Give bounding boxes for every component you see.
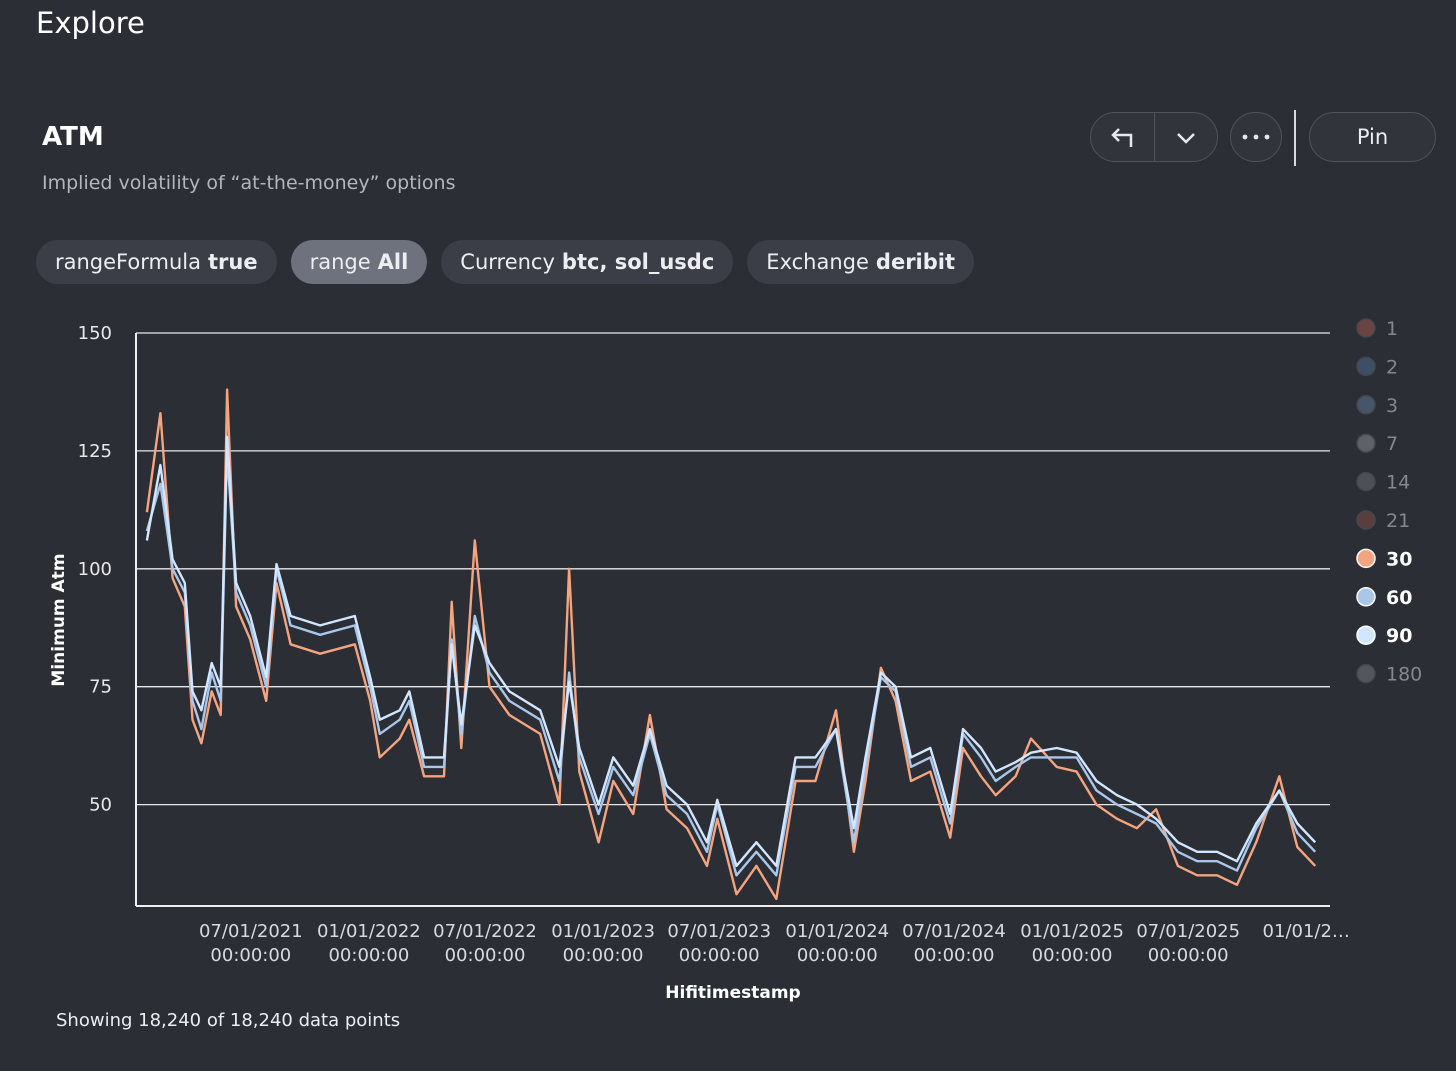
- x-tick-label: 07/01/2023 00:00:00: [667, 921, 772, 966]
- legend-swatch: [1356, 433, 1376, 453]
- filter-value: All: [377, 250, 409, 274]
- x-tick-label: 01/01/2…: [1262, 921, 1350, 942]
- y-tick-label: 50: [89, 795, 112, 816]
- y-tick-label: 125: [78, 441, 112, 462]
- y-axis-label: Minimum Atm: [49, 553, 69, 686]
- y-tick-label: 150: [78, 323, 112, 344]
- legend-swatch: [1356, 356, 1376, 377]
- legend-label[interactable]: 180: [1386, 664, 1422, 686]
- legend-swatch: [1356, 471, 1376, 492]
- panel-subtitle: Implied volatility of “at-the-money” opt…: [42, 172, 456, 194]
- undo-group: [1090, 112, 1218, 162]
- legend-label[interactable]: 90: [1386, 625, 1412, 647]
- legend-swatch: [1356, 625, 1376, 645]
- dropdown-button[interactable]: [1155, 113, 1217, 161]
- divider: [1294, 110, 1296, 166]
- x-tick-label: 07/01/2022 00:00:00: [433, 921, 537, 966]
- filter-key: Currency: [460, 250, 555, 274]
- legend-label[interactable]: 3: [1386, 395, 1398, 417]
- legend-label[interactable]: 60: [1386, 587, 1412, 609]
- x-tick-label: 07/01/2021 00:00:00: [198, 921, 303, 966]
- legend-swatch: [1356, 395, 1376, 415]
- legend-label[interactable]: 30: [1386, 548, 1412, 570]
- filter-value: btc, sol_usdc: [561, 250, 715, 274]
- legend-swatch: [1356, 587, 1376, 607]
- legend-label[interactable]: 1: [1386, 318, 1398, 340]
- series-line: [145, 388, 1317, 901]
- x-axis-label: Hifitimestamp: [665, 983, 800, 1003]
- legend-label[interactable]: 7: [1386, 433, 1398, 455]
- x-tick-label: 01/01/2024 00:00:00: [785, 921, 890, 966]
- legend-label[interactable]: 14: [1386, 472, 1410, 494]
- series-line: [145, 435, 1317, 868]
- x-tick-label: 07/01/2024 00:00:00: [902, 921, 1006, 966]
- more-icon: [1242, 134, 1270, 140]
- x-tick-label: 01/01/2025 00:00:00: [1020, 921, 1124, 966]
- page-title: Explore: [36, 6, 145, 40]
- pin-button[interactable]: Pin: [1309, 112, 1436, 162]
- filter-chip[interactable]: rangeFormula true: [36, 240, 277, 284]
- filter-value: true: [207, 250, 258, 274]
- legend-swatch: [1356, 510, 1376, 530]
- footer-text: Showing 18,240 of 18,240 data points: [56, 1010, 401, 1031]
- filter-value: deribit: [875, 250, 956, 274]
- filter-chip[interactable]: range All: [290, 240, 428, 284]
- filter-key: rangeFormula: [55, 250, 201, 274]
- filter-chip[interactable]: Currency btc, sol_usdc: [441, 240, 734, 284]
- y-tick-label: 100: [78, 559, 112, 580]
- x-tick-label: 01/01/2023 00:00:00: [551, 921, 655, 966]
- more-button[interactable]: [1230, 112, 1282, 162]
- filter-key: range: [309, 250, 371, 274]
- legend-label[interactable]: 2: [1386, 356, 1398, 378]
- filter-chip[interactable]: Exchange deribit: [747, 240, 975, 284]
- legend-swatch: [1356, 318, 1376, 338]
- panel-title: ATM: [42, 122, 104, 152]
- x-tick-label: 01/01/2022 00:00:00: [317, 921, 421, 966]
- x-tick-label: 07/01/2025 00:00:00: [1136, 921, 1241, 966]
- undo-button[interactable]: [1091, 113, 1153, 161]
- legend-label[interactable]: 21: [1386, 510, 1410, 532]
- y-tick-label: 75: [89, 677, 112, 698]
- filter-bar: rangeFormula true range All Currency btc, sol…: [36, 240, 975, 284]
- legend-swatch: [1356, 548, 1376, 569]
- series-line: [145, 449, 1317, 877]
- legend-swatch: [1356, 663, 1376, 684]
- filter-key: Exchange: [766, 250, 869, 274]
